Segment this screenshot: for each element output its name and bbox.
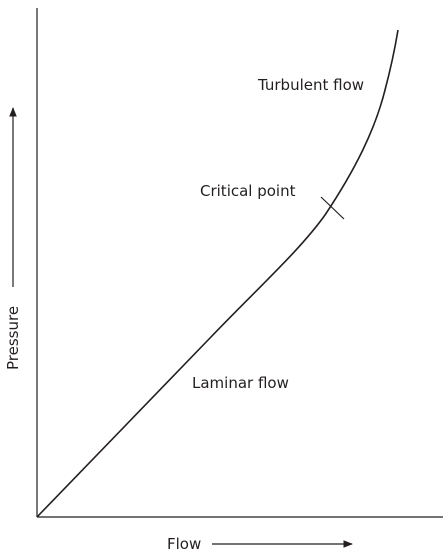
critical-tick bbox=[320, 196, 345, 220]
x-axis-label: Flow bbox=[167, 535, 201, 553]
turbulent-label: Turbulent flow bbox=[257, 76, 364, 94]
y-axis-label: Pressure bbox=[4, 306, 22, 370]
laminar-label: Laminar flow bbox=[192, 374, 289, 392]
flow-curve bbox=[36, 29, 399, 518]
critical-label: Critical point bbox=[200, 182, 296, 200]
